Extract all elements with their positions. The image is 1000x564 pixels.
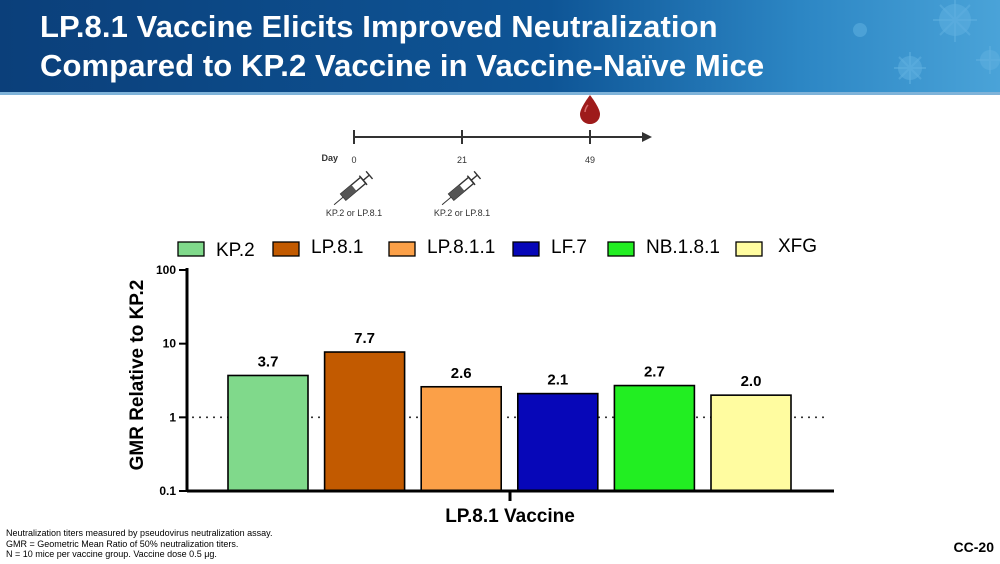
bar-value-label: 7.7 bbox=[354, 330, 375, 347]
title-banner: LP.8.1 Vaccine Elicits Improved Neutrali… bbox=[0, 0, 1000, 92]
slide-number: CC-20 bbox=[953, 539, 994, 555]
timeline-day-49: 49 bbox=[585, 155, 595, 165]
syringe-icon bbox=[441, 170, 482, 206]
legend-label: XFG bbox=[778, 236, 817, 257]
y-axis-title: GMR Relative to KP.2 bbox=[127, 280, 148, 471]
legend-swatch-lp-8-1-1 bbox=[388, 241, 416, 257]
bar-value-label: 2.7 bbox=[644, 364, 665, 381]
timeline-day-21: 21 bbox=[457, 155, 467, 165]
legend-label: LP.8.1.1 bbox=[427, 237, 495, 258]
timeline-day-0: 0 bbox=[351, 155, 356, 165]
bar-kp-2 bbox=[227, 374, 309, 492]
timeline-day-label: Day bbox=[321, 153, 338, 163]
dosing-timeline: Day 0 21 49 KP.2 or LP.8.1 KP.2 or LP.8.… bbox=[321, 95, 652, 218]
legend-label: KP.2 bbox=[216, 240, 255, 261]
legend-label: LP.8.1 bbox=[311, 237, 363, 258]
footnote-dose: N = 10 mice per vaccine group. Vaccine d… bbox=[6, 549, 217, 559]
legend-swatch-lf-7 bbox=[512, 241, 540, 257]
syringe-icon bbox=[333, 170, 374, 206]
slide-title-line-2: Compared to KP.2 Vaccine in Vaccine-Naïv… bbox=[40, 48, 765, 83]
dose-label-day-21: KP.2 or LP.8.1 bbox=[434, 208, 490, 218]
bar-value-label: 2.1 bbox=[547, 372, 568, 389]
legend-label: NB.1.8.1 bbox=[646, 237, 720, 258]
bar-nb-1-8-1 bbox=[613, 384, 696, 492]
bar-xfg bbox=[710, 394, 792, 492]
y-tick-label: 10 bbox=[163, 337, 177, 351]
bar-value-label: 2.0 bbox=[741, 373, 762, 390]
gmr-bar-chart: KP.2 LP.8.1 LP.8.1.1 LF.7 NB.1.8.1 XFG GMR Re… bbox=[127, 236, 834, 527]
bar-value-label: 3.7 bbox=[258, 353, 279, 370]
bar-value-label: 2.6 bbox=[451, 365, 472, 382]
virus-decoration-icon bbox=[853, 0, 1000, 84]
y-tick-label: 1 bbox=[169, 410, 176, 424]
chart-legend: KP.2 LP.8.1 LP.8.1.1 LF.7 NB.1.8.1 XFG bbox=[177, 236, 817, 261]
legend-label: LF.7 bbox=[551, 237, 587, 258]
slide-title-line-1: LP.8.1 Vaccine Elicits Improved Neutrali… bbox=[40, 9, 718, 44]
y-tick-label: 0.1 bbox=[159, 484, 176, 498]
x-axis-title: LP.8.1 Vaccine bbox=[445, 506, 575, 527]
footnotes: Neutralization titers measured by pseudo… bbox=[6, 528, 272, 560]
legend-swatch-nb-1-8-1 bbox=[607, 241, 635, 257]
bar-series: 3.7 7.7 2.6 2.1 2.7 2.0 bbox=[227, 330, 792, 492]
dose-label-day-0: KP.2 or LP.8.1 bbox=[326, 208, 382, 218]
y-axis-ticks: 0.1 1 10 100 bbox=[156, 263, 187, 498]
legend-swatch-lp-8-1 bbox=[272, 241, 300, 257]
bar-lf-7 bbox=[516, 392, 599, 492]
bar-lp-8-1 bbox=[323, 351, 406, 492]
header-divider bbox=[0, 92, 1000, 95]
footnote-assay: Neutralization titers measured by pseudo… bbox=[6, 528, 273, 538]
y-tick-label: 100 bbox=[156, 263, 176, 277]
legend-swatch-kp-2 bbox=[177, 241, 205, 257]
blood-drop-icon bbox=[580, 95, 600, 124]
bar-lp-8-1-1 bbox=[420, 385, 503, 492]
footnote-gmr: GMR = Geometric Mean Ratio of 50% neutra… bbox=[6, 538, 239, 549]
timeline-arrow-icon bbox=[642, 132, 652, 142]
legend-swatch-xfg bbox=[735, 241, 763, 257]
